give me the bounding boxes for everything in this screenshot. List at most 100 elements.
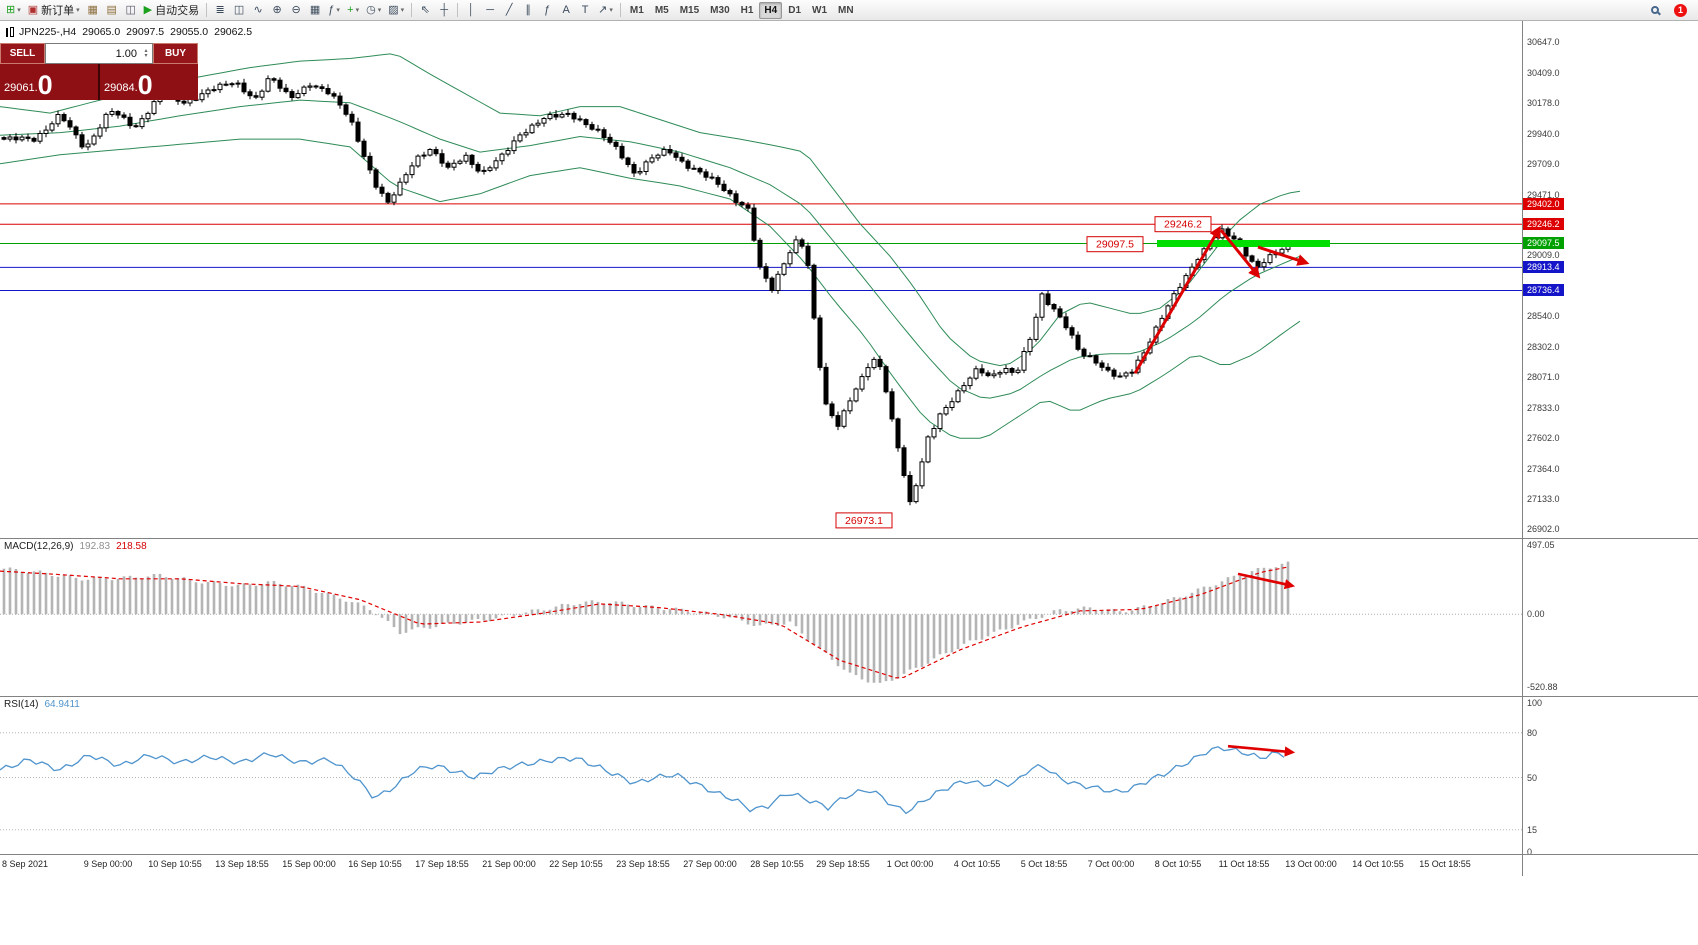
dropdown-caret-icon[interactable]: ▾ bbox=[609, 7, 613, 14]
layout-windows-icon[interactable]: ▦ bbox=[84, 2, 102, 19]
timeframe-m30[interactable]: M30 bbox=[710, 4, 730, 16]
timeframe-m1[interactable]: M1 bbox=[629, 4, 644, 16]
buy-price-big: 0 bbox=[137, 70, 153, 100]
price-axis-tick: 26902.0 bbox=[1527, 524, 1560, 534]
price-annotation[interactable]: 29246.2 bbox=[1154, 216, 1212, 233]
timeframe-m15[interactable]: M15 bbox=[679, 4, 700, 16]
price-axis-tick: 27133.0 bbox=[1527, 494, 1560, 504]
candlestick-chart-icon[interactable]: ◫ bbox=[230, 2, 248, 19]
volume-value[interactable]: 1.00 bbox=[115, 47, 137, 60]
svg-text:26973.1: 26973.1 bbox=[845, 515, 883, 527]
macd-arrow[interactable] bbox=[1237, 572, 1296, 590]
fibonacci-icon[interactable]: ƒ bbox=[538, 2, 556, 19]
candles-layer[interactable] bbox=[1, 75, 1291, 506]
price-chart-pane[interactable]: JPN225-,H4 29065.0 29097.5 29055.0 29062… bbox=[0, 21, 1522, 538]
dropdown-caret-icon[interactable]: ▾ bbox=[336, 7, 340, 14]
dropdown-caret-icon[interactable]: ▾ bbox=[17, 7, 21, 14]
chart-workspace: JPN225-,H4 29065.0 29097.5 29055.0 29062… bbox=[0, 21, 1698, 876]
crosshair-icon: ┼ bbox=[440, 3, 449, 16]
data-window-icon: ◫ bbox=[125, 3, 136, 16]
trend-arrow[interactable] bbox=[1219, 229, 1261, 279]
macd-chart[interactable] bbox=[0, 539, 1522, 696]
time-axis-label: 13 Oct 00:00 bbox=[1285, 859, 1337, 869]
trend-arrow[interactable] bbox=[1257, 245, 1310, 266]
auto-trading-button-label: 自动交易 bbox=[155, 5, 200, 17]
price-annotation[interactable]: 29097.5 bbox=[1086, 236, 1144, 253]
rsi-pane[interactable]: RSI(14) 64.9411 bbox=[0, 696, 1522, 854]
buy-price-small: 29084. bbox=[104, 82, 138, 94]
time-axis-label: 11 Oct 18:55 bbox=[1218, 859, 1270, 869]
macd-name: MACD(12,26,9) bbox=[4, 541, 74, 552]
time-axis[interactable]: 8 Sep 2021 9 Sep 00:00 10 Sep 10:55 13 Sep … bbox=[0, 854, 1522, 876]
timeframe-h1[interactable]: H1 bbox=[740, 4, 754, 16]
profiles-icon[interactable]: ▤ bbox=[103, 2, 121, 19]
templates-icon: ▨ bbox=[388, 3, 399, 16]
new-order-button[interactable]: ▣ 新订单 ▾ bbox=[25, 2, 83, 19]
sell-button[interactable]: SELL bbox=[0, 43, 45, 64]
sell-price-tile[interactable]: 29061. 0 bbox=[0, 64, 100, 100]
timeframe-d1[interactable]: D1 bbox=[788, 4, 802, 16]
line-chart-icon[interactable]: ∿ bbox=[249, 2, 267, 19]
timeframe-mn[interactable]: MN bbox=[838, 4, 854, 16]
horizontal-line-icon[interactable]: ─ bbox=[481, 2, 499, 19]
text-icon[interactable]: A bbox=[557, 2, 575, 19]
magnifier-icon bbox=[1651, 6, 1659, 14]
text-icon: A bbox=[562, 3, 570, 16]
data-window-icon[interactable]: ◫ bbox=[122, 2, 140, 19]
rsi-arrow[interactable] bbox=[1227, 744, 1296, 757]
zoom-in-icon: ⊕ bbox=[272, 3, 282, 16]
auto-trading-button: ▶ bbox=[143, 3, 153, 16]
volume-field[interactable]: 1.00 ▴ ▾ bbox=[45, 43, 153, 64]
zoom-in-icon[interactable]: ⊕ bbox=[268, 2, 286, 19]
ohlc-open: 29065.0 bbox=[82, 26, 121, 38]
time-axis-label: 23 Sep 18:55 bbox=[616, 859, 670, 869]
volume-up-icon[interactable]: ▴ bbox=[144, 47, 148, 54]
buy-button[interactable]: BUY bbox=[153, 43, 198, 64]
zoom-out-icon[interactable]: ⊖ bbox=[287, 2, 305, 19]
horizontal-line-icon: ─ bbox=[486, 3, 495, 16]
add-indicator-icon[interactable]: + ▾ bbox=[344, 2, 362, 19]
crosshair-icon[interactable]: ┼ bbox=[435, 2, 453, 19]
trendline-icon[interactable]: ╱ bbox=[500, 2, 518, 19]
timeframe-w1[interactable]: W1 bbox=[812, 4, 828, 16]
indicators-icon[interactable]: ƒ ▾ bbox=[325, 2, 343, 19]
search-icon[interactable] bbox=[1646, 2, 1664, 19]
dropdown-caret-icon[interactable]: ▾ bbox=[377, 7, 382, 14]
time-axis-label: 22 Sep 10:55 bbox=[549, 859, 603, 869]
dropdown-caret-icon[interactable]: ▾ bbox=[355, 7, 360, 14]
vertical-line-icon[interactable]: │ bbox=[462, 2, 480, 19]
macd-label: MACD(12,26,9) 192.83 218.58 bbox=[4, 541, 147, 552]
label-icon[interactable]: T bbox=[576, 2, 594, 19]
timeframe-m5[interactable]: M5 bbox=[654, 4, 669, 16]
dropdown-caret-icon[interactable]: ▾ bbox=[76, 7, 80, 14]
macd-pane[interactable]: MACD(12,26,9) 192.83 218.58 bbox=[0, 538, 1522, 696]
rsi-chart[interactable] bbox=[0, 697, 1522, 854]
periods-icon[interactable]: ◷ ▾ bbox=[363, 2, 384, 19]
new-chart-icon[interactable]: ⊞ ▾ bbox=[3, 2, 24, 19]
shapes-icon[interactable]: ↗ ▾ bbox=[595, 2, 616, 19]
volume-down-icon[interactable]: ▾ bbox=[144, 52, 148, 59]
auto-trading-button[interactable]: ▶ 自动交易 bbox=[141, 2, 202, 19]
templates-icon[interactable]: ▨ ▾ bbox=[385, 2, 407, 19]
price-chart[interactable]: 29246.2 29097.5 26973.1 bbox=[0, 21, 1522, 538]
trendline-icon: ╱ bbox=[505, 3, 513, 16]
price-annotation[interactable]: 26973.1 bbox=[835, 512, 893, 529]
price-axis: 30647.0 30409.0 30178.0 29940.0 29709.0 29471… bbox=[1522, 21, 1698, 538]
rsi-axis-tick: 100 bbox=[1527, 698, 1543, 708]
channel-icon[interactable]: ∥ bbox=[519, 2, 537, 19]
price-level-badge: 29246.2 bbox=[1523, 218, 1564, 230]
trend-arrow[interactable] bbox=[1133, 225, 1221, 374]
label-icon: T bbox=[581, 3, 589, 16]
profiles-icon: ▤ bbox=[106, 3, 117, 16]
cursor-icon[interactable]: ⇖ bbox=[416, 2, 434, 19]
tile-windows-icon[interactable]: ▦ bbox=[306, 2, 324, 19]
price-axis-tick: 29709.0 bbox=[1527, 159, 1560, 169]
buy-price-tile[interactable]: 29084. 0 bbox=[100, 64, 198, 100]
bar-chart-icon[interactable]: ≣ bbox=[211, 2, 229, 19]
notification-badge[interactable]: 1 bbox=[1674, 3, 1687, 17]
macd-axis-tick: 497.05 bbox=[1527, 540, 1555, 550]
shapes-icon: ↗ bbox=[598, 3, 608, 16]
dropdown-caret-icon[interactable]: ▾ bbox=[400, 7, 405, 14]
price-level-badge: 28913.4 bbox=[1523, 261, 1564, 273]
timeframe-h4[interactable]: H4 bbox=[759, 1, 783, 19]
